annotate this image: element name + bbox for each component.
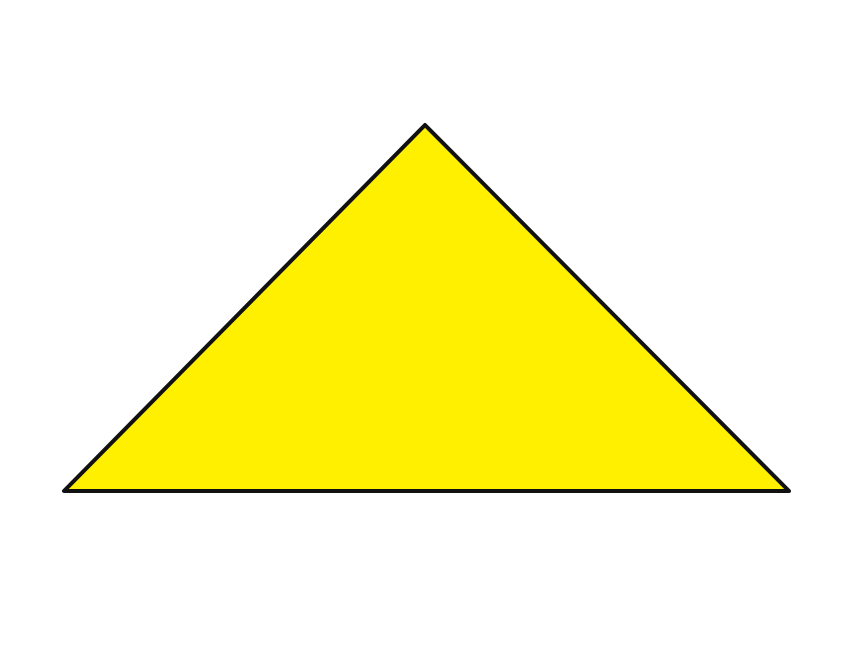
yellow-triangle	[62, 123, 791, 493]
